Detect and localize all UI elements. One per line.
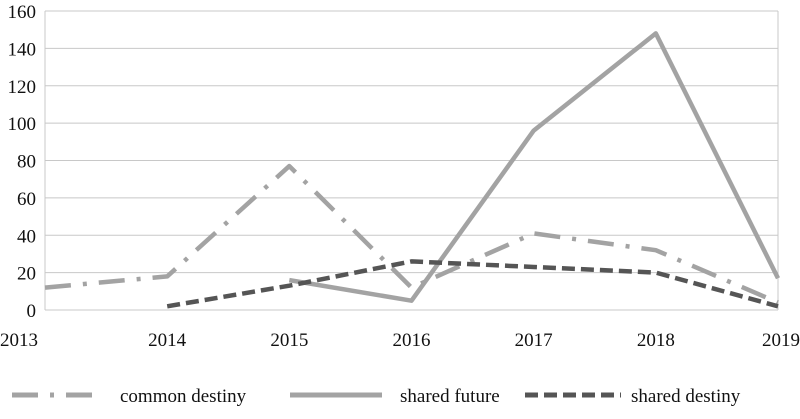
gridlines [44,10,779,311]
series-line-shared-destiny [166,259,779,309]
y-tick-label: 100 [8,114,37,135]
legend-label: shared destiny [631,386,741,407]
y-tick-label: 80 [17,152,36,173]
y-tick-label: 20 [17,264,36,285]
y-tick-label: 140 [8,39,37,60]
x-tick-label: 2016 [393,330,431,351]
x-tick-label: 2017 [515,330,553,351]
y-tick-label: 60 [17,189,36,210]
y-tick-label: 120 [8,77,37,98]
x-tick-label: 2014 [148,330,187,351]
y-axis-ticks: 0 20 40 60 80 100 120 140 160 [8,2,37,322]
x-axis-ticks: 2013 2014 2015 2016 2017 2018 2019 [0,330,800,351]
legend-label: shared future [400,386,500,407]
legend-label: common destiny [120,386,247,407]
legend: common destiny shared future shared destin… [12,386,741,407]
x-tick-label: 2019 [762,330,800,351]
series-lines [44,31,781,309]
y-tick-label: 160 [8,2,37,23]
y-tick-label: 40 [17,226,36,247]
y-tick-label: 0 [27,301,37,322]
x-tick-label: 2015 [270,330,308,351]
x-tick-label: 2018 [637,330,675,351]
x-tick-label: 2013 [0,330,38,351]
series-line-common-destiny [44,163,779,305]
series-line-shared-future [288,31,781,303]
